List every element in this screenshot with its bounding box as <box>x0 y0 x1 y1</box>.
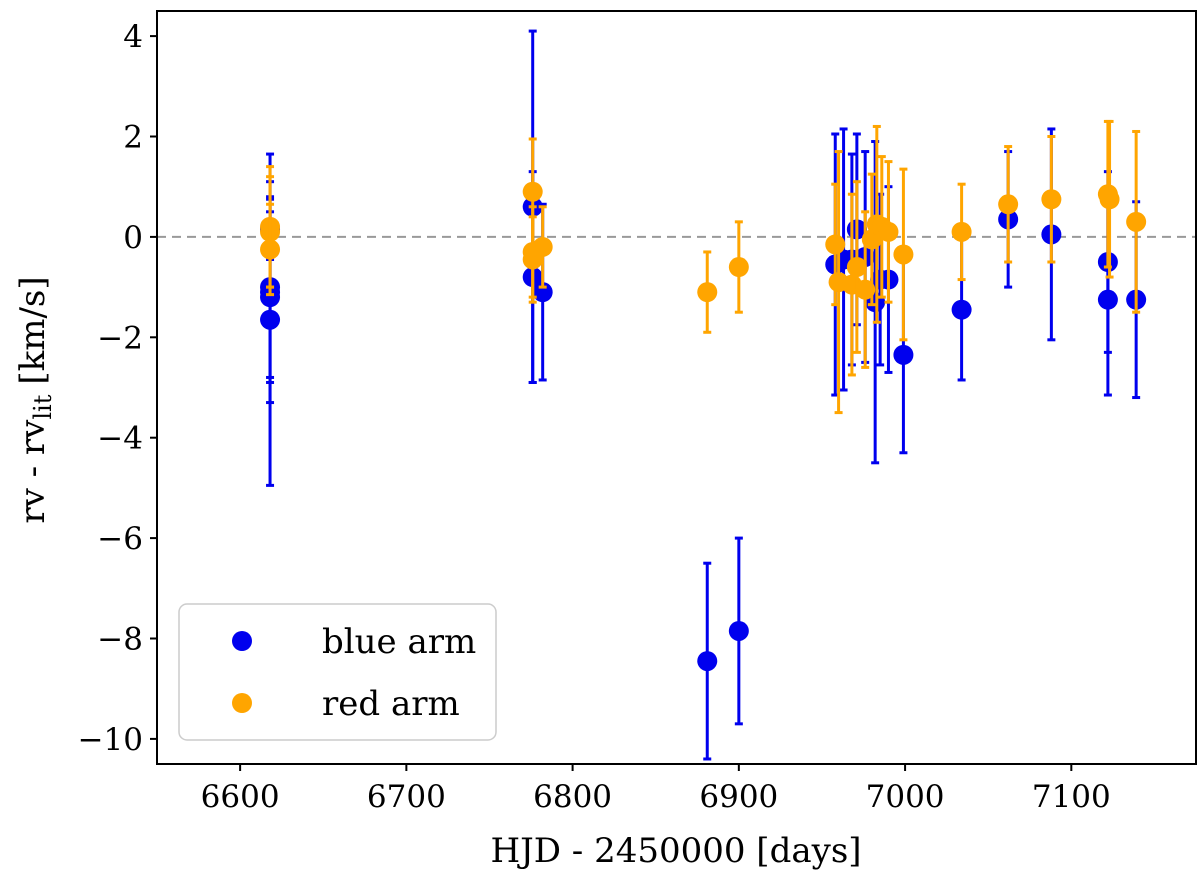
blue-arm-data-point <box>728 620 749 641</box>
x-tick-label: 6600 <box>201 779 280 815</box>
red-arm-data-point <box>951 221 972 242</box>
red-arm-data-point <box>825 234 846 255</box>
x-tick-label: 6700 <box>367 779 446 815</box>
legend-marker-blue-arm <box>232 631 252 651</box>
y-tick-label: −6 <box>97 521 143 557</box>
legend-marker-red-arm <box>232 693 252 713</box>
legend-label-red-arm: red arm <box>322 684 460 724</box>
red-arm-data-point <box>1041 189 1062 210</box>
x-tick-label: 6900 <box>699 779 778 815</box>
red-arm-data-point <box>1099 189 1120 210</box>
red-arm-data-point <box>1126 211 1147 232</box>
y-axis-label: rv - rvlit [km/s] <box>13 276 57 523</box>
red-arm-data-point <box>998 194 1019 215</box>
x-axis-label: HJD - 2450000 [days] <box>490 831 861 871</box>
red-arm-data-point <box>697 282 718 303</box>
series-red-arm <box>260 119 1147 415</box>
y-tick-label: 4 <box>123 19 143 55</box>
data-series <box>260 29 1147 761</box>
red-arm-data-point <box>728 257 749 278</box>
y-tick-label: 0 <box>123 220 143 256</box>
y-axis-label-subscript: lit <box>29 394 57 419</box>
x-tick-label: 7000 <box>866 779 945 815</box>
y-tick-label: −10 <box>78 722 143 758</box>
red-arm-data-point <box>878 221 899 242</box>
blue-arm-data-point <box>1097 289 1118 310</box>
y-tick-label: 2 <box>123 120 143 156</box>
legend-label-blue-arm: blue arm <box>322 622 476 662</box>
y-tick-label: −4 <box>97 421 143 457</box>
blue-arm-data-point <box>951 299 972 320</box>
legend-box <box>178 603 497 741</box>
y-axis-ticks: 4 2 0 −2 −4 −6 −8 −10 <box>78 19 157 758</box>
blue-arm-data-point <box>697 651 718 672</box>
red-arm-data-point <box>893 244 914 265</box>
red-arm-data-point <box>846 257 867 278</box>
y-tick-label: −8 <box>97 622 143 658</box>
x-axis-ticks: 6600 6700 6800 6900 7000 7100 <box>201 764 1111 815</box>
red-arm-data-point <box>855 279 876 300</box>
y-axis-label-unit: [km/s] <box>13 276 53 384</box>
red-arm-data-point <box>522 181 543 202</box>
x-tick-label: 7100 <box>1032 779 1111 815</box>
red-arm-data-point <box>260 239 281 260</box>
blue-arm-data-point <box>260 309 281 330</box>
red-arm-data-point <box>532 236 553 257</box>
legend: blue arm red arm <box>178 603 497 741</box>
blue-arm-data-point <box>893 344 914 365</box>
y-axis-label-main: rv - rv <box>13 419 53 524</box>
blue-arm-data-point <box>532 282 553 303</box>
plot-frame <box>156 10 1197 765</box>
y-tick-label: −2 <box>97 320 143 356</box>
x-tick-label: 6800 <box>533 779 612 815</box>
